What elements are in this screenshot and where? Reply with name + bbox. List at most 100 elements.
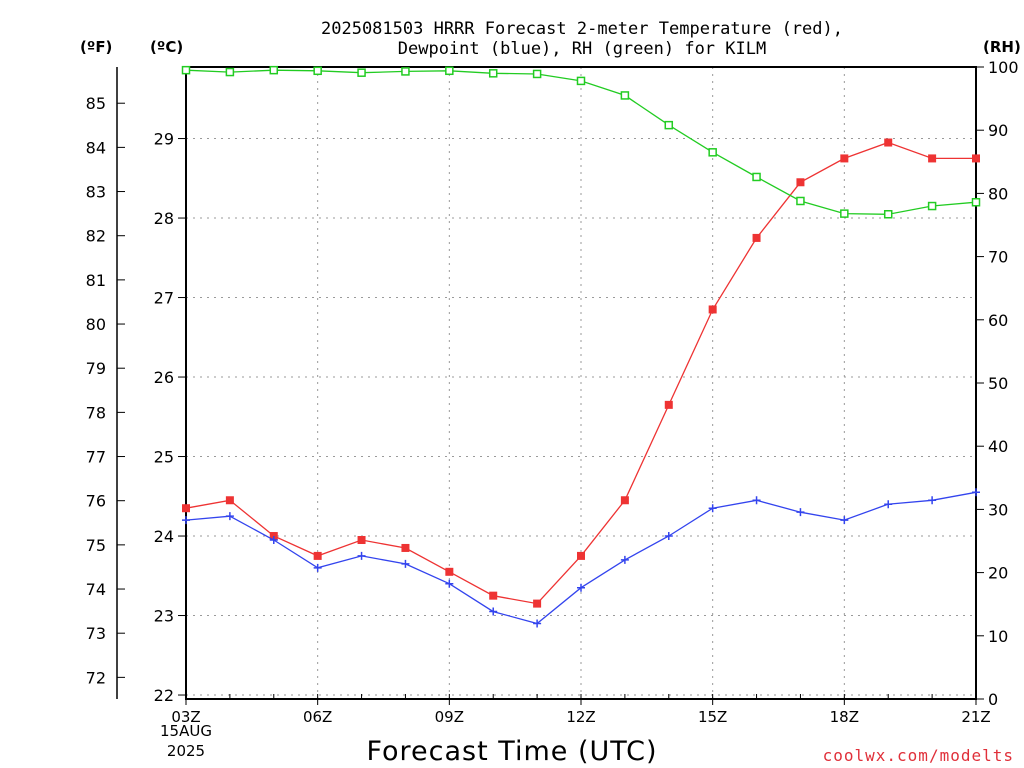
temperature-point [796, 178, 805, 187]
dewpoint-point [796, 508, 805, 517]
rh-point [796, 196, 805, 206]
x-tick-label: 15Z [698, 708, 727, 726]
dewpoint-point [884, 500, 893, 509]
fahrenheit-tick-label: 81 [86, 271, 106, 290]
rh-tick-label: 10 [988, 627, 1008, 646]
celsius-tick-label: 25 [154, 448, 174, 467]
fahrenheit-tick-label: 80 [86, 315, 106, 334]
rh-point [181, 65, 191, 75]
rh-point [927, 201, 937, 211]
axes-layer: 03Z 06Z 09Z 12Z 15Z 18Z 21Z 22 23 24 25 26 27 28 29 72 7… [86, 58, 1019, 726]
rh-tick-label: 50 [988, 374, 1008, 393]
rh-point [269, 65, 279, 75]
celsius-tick-label: 24 [154, 527, 174, 546]
rh-point [708, 148, 717, 157]
rh-point [401, 67, 410, 76]
rh-point [313, 66, 322, 76]
temperature-point [313, 551, 322, 560]
rh-tick-label: 90 [988, 121, 1008, 140]
chart-title-line-2: Dewpoint (blue), RH (green) for KILM [398, 39, 766, 59]
rh-point [620, 91, 630, 100]
dewpoint-point [225, 512, 234, 521]
dewpoint-point [928, 496, 937, 505]
date-label-year: 2025 [167, 742, 205, 760]
x-tick-label: 18Z [830, 708, 859, 726]
temperature-point [972, 154, 980, 163]
rh-tick-label: 60 [988, 311, 1008, 330]
fahrenheit-unit-label: (ºF) [80, 38, 112, 56]
rh-tick-label: 80 [988, 184, 1008, 203]
rh-tick-label: 20 [988, 564, 1008, 583]
x-tick-label: 12Z [566, 708, 595, 726]
fahrenheit-tick-label: 79 [86, 359, 106, 378]
rh-point [664, 120, 674, 130]
temperature-series-line [185, 141, 976, 605]
rh-unit-label: (RH) [983, 38, 1021, 56]
temperature-point [840, 154, 849, 163]
x-tick-label: 21Z [961, 708, 990, 726]
dewpoint-point [752, 496, 761, 505]
rh-point [225, 67, 235, 77]
fahrenheit-tick-label: 74 [86, 580, 106, 599]
rh-point [752, 172, 761, 182]
temperature-point [445, 567, 454, 576]
temperature-point [928, 154, 937, 163]
temperature-point [533, 599, 542, 608]
rh-tick-label: 30 [988, 500, 1008, 519]
dewpoint-point [357, 551, 366, 560]
temperature-point [182, 504, 190, 513]
dewpoint-point [489, 607, 498, 616]
rh-series-line [185, 69, 977, 215]
grid-layer [186, 67, 976, 699]
rh-point [971, 197, 981, 207]
rh-point [357, 68, 366, 77]
fahrenheit-tick-label: 84 [86, 138, 106, 157]
dewpoint-point [182, 516, 190, 525]
celsius-tick-label: 22 [154, 686, 174, 705]
temperature-point [752, 233, 761, 242]
x-tick-label: 06Z [303, 708, 332, 726]
temperature-point [620, 496, 629, 505]
dewpoint-point [708, 504, 717, 513]
rh-point [445, 66, 454, 76]
fahrenheit-tick-label: 82 [86, 227, 106, 246]
rh-tick-label: 100 [988, 58, 1019, 77]
fahrenheit-tick-label: 77 [86, 448, 106, 467]
dewpoint-point [577, 583, 585, 592]
rh-point [883, 210, 893, 219]
fahrenheit-tick-label: 76 [86, 492, 106, 511]
celsius-tick-label: 26 [154, 368, 174, 387]
dewpoint-point [620, 555, 629, 564]
celsius-tick-label: 23 [154, 607, 174, 626]
dewpoint-point [533, 619, 542, 628]
fahrenheit-tick-label: 73 [86, 624, 106, 643]
rh-tick-label: 0 [988, 690, 998, 709]
dewpoint-point [401, 559, 410, 568]
celsius-tick-label: 27 [154, 289, 174, 308]
celsius-tick-label: 28 [154, 209, 174, 228]
x-tick-label: 03Z [171, 708, 200, 726]
fahrenheit-tick-label: 72 [86, 668, 106, 687]
rh-point [840, 209, 849, 218]
fahrenheit-tick-label: 75 [86, 536, 106, 555]
fahrenheit-tick-label: 83 [86, 183, 106, 202]
credit-text: coolwx.com/modelts [823, 746, 1014, 765]
rh-point [532, 69, 542, 79]
celsius-tick-label: 29 [154, 130, 174, 149]
dewpoint-point [313, 563, 322, 572]
temperature-point [357, 536, 366, 545]
temperature-point [577, 551, 585, 560]
rh-tick-label: 70 [988, 248, 1008, 267]
rh-point [576, 76, 586, 86]
temperature-point [225, 496, 234, 505]
temperature-point [401, 543, 410, 552]
date-label-day: 15AUG [160, 722, 212, 740]
fahrenheit-tick-label: 78 [86, 403, 106, 422]
dewpoint-point [445, 579, 454, 588]
celsius-unit-label: (ºC) [150, 38, 183, 56]
x-axis-label: Forecast Time (UTC) [366, 736, 657, 767]
fahrenheit-tick-label: 85 [86, 94, 106, 113]
rh-point [488, 69, 498, 78]
rh-tick-label: 40 [988, 437, 1008, 456]
